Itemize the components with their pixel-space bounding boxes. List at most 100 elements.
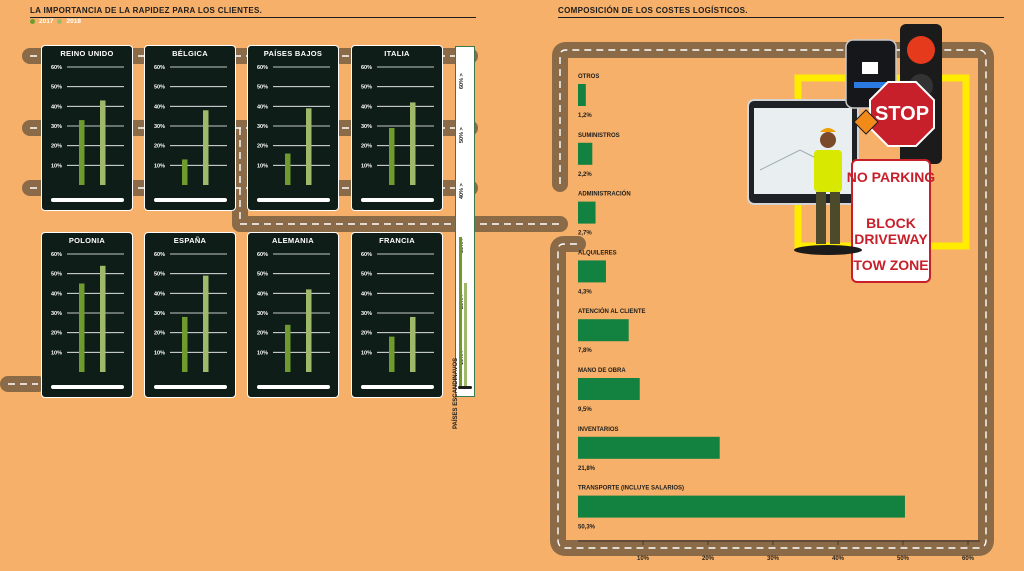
cost-bar <box>578 260 606 283</box>
cost-value-label: 9,5% <box>578 407 592 413</box>
cost-bar <box>578 319 629 342</box>
cost-value-label: 50,3% <box>578 525 596 531</box>
panel-base <box>361 385 434 389</box>
y-tick-label: 60% <box>51 252 62 258</box>
bar-2017 <box>389 127 395 185</box>
svg-text:NO PARKING: NO PARKING <box>847 169 936 185</box>
cost-value-label: 2,7% <box>578 231 592 237</box>
y-tick-label: 30% <box>51 311 62 317</box>
legend-label-2018: 2018 <box>66 18 81 25</box>
y-tick-label: 50% <box>51 272 62 278</box>
panel-base <box>154 198 227 202</box>
y-tick-label: 40% <box>361 291 372 297</box>
y-tick-label: 10% <box>257 163 268 169</box>
y-tick-label: 20% <box>51 144 62 150</box>
speed-legend: 2017 2018 <box>30 18 81 25</box>
y-tick-label: 20% <box>361 331 372 337</box>
x-tick-label: 20% <box>702 556 715 562</box>
cost-value-label: 4,3% <box>578 289 592 295</box>
sidebar-bar-2017 <box>459 237 462 387</box>
bar-2018 <box>100 265 106 372</box>
cost-value-label: 2,2% <box>578 172 592 178</box>
y-tick-label: 50% <box>257 85 268 91</box>
y-tick-label: 40% <box>51 291 62 297</box>
bar-2017 <box>182 159 188 185</box>
y-tick-label: 50% <box>257 272 268 278</box>
costs-title: COMPOSICIÓN DE LOS COSTES LOGÍSTICOS. <box>558 6 748 15</box>
y-tick-label: 30% <box>154 124 165 130</box>
y-tick-label: 20% <box>154 331 165 337</box>
cost-bar <box>578 201 596 224</box>
country-name: FRANCIA <box>379 236 415 245</box>
legend-dot-2018 <box>57 19 63 24</box>
traffic-illustration: STOP NO PARKING BLOCK DRIVEWAY TOW ZONE <box>747 24 970 283</box>
svg-text:BLOCK: BLOCK <box>866 215 916 231</box>
country-bar-chart: 60% 50% 40% 30% 20% 10% <box>51 252 124 389</box>
country-card: FRANCIA 60% 50% 40% 30% 20% 10% <box>351 232 443 398</box>
country-bar-chart: 60% 50% 40% 30% 20% 10% <box>361 65 434 202</box>
scandinavia-sidebar: 60% > 50% > 40% > 30% > 20% > 10% > PAÍS… <box>453 46 475 429</box>
y-tick-label: 30% <box>257 311 268 317</box>
y-tick-label: 50% <box>361 272 372 278</box>
y-tick-label: 40% <box>257 291 268 297</box>
bar-2018 <box>100 100 106 185</box>
bar-2017 <box>182 316 188 372</box>
y-tick-label: 30% <box>51 124 62 130</box>
y-tick-label: 20% <box>257 144 268 150</box>
y-tick-label: 20% <box>154 144 165 150</box>
worker-figure <box>794 128 862 255</box>
cost-category-label: MANO DE OBRA <box>578 368 626 374</box>
sidebar-base <box>458 386 472 389</box>
cost-value-label: 1,2% <box>578 113 592 119</box>
cost-value-label: 7,8% <box>578 348 592 354</box>
sidebar-bar-2018 <box>464 283 467 387</box>
cost-category-label: ADMINISTRACIÓN <box>578 190 631 198</box>
y-tick-label: 10% <box>51 350 62 356</box>
bar-2018 <box>410 102 416 185</box>
panel-base <box>154 385 227 389</box>
country-card: POLONIA 60% 50% 40% 30% 20% 10% <box>41 232 133 398</box>
country-card: ALEMANIA 60% 50% 40% 30% 20% 10% <box>247 232 339 398</box>
y-tick-label: 50% <box>51 85 62 91</box>
cost-category-label: SUMINISTROS <box>578 133 620 139</box>
y-tick-label: 40% <box>154 291 165 297</box>
y-tick-label: 50% <box>154 85 165 91</box>
country-name: PAÍSES BAJOS <box>263 49 323 58</box>
y-tick-label: 60% <box>257 252 268 258</box>
svg-text:TOW ZONE: TOW ZONE <box>853 257 928 273</box>
costs-title-rule <box>558 17 1004 18</box>
y-tick-label: 40% <box>154 104 165 110</box>
panel-base <box>361 198 434 202</box>
y-tick-label: 40% <box>257 104 268 110</box>
y-tick-label: 10% <box>154 350 165 356</box>
y-tick-label: 20% <box>257 331 268 337</box>
country-name: ITALIA <box>384 49 410 58</box>
y-tick-label: 10% <box>154 163 165 169</box>
y-tick-label: 30% <box>154 311 165 317</box>
country-bar-chart: 60% 50% 40% 30% 20% 10% <box>361 252 434 389</box>
speed-title: LA IMPORTANCIA DE LA RAPIDEZ PARA LOS CL… <box>30 6 263 15</box>
y-tick-label: 30% <box>361 124 372 130</box>
country-bar-chart: 60% 50% 40% 30% 20% 10% <box>257 65 330 202</box>
y-tick-label: 60% <box>361 65 372 71</box>
y-tick-label: 10% <box>257 350 268 356</box>
country-card: ESPAÑA 60% 50% 40% 30% 20% 10% <box>144 232 236 398</box>
speed-title-rule <box>30 17 476 18</box>
country-bar-chart: 60% 50% 40% 30% 20% 10% <box>51 65 124 202</box>
cost-category-label: TRANSPORTE (INCLUYE SALARIOS) <box>578 486 684 492</box>
x-tick-label: 50% <box>897 556 910 562</box>
y-tick-label: 40% <box>361 104 372 110</box>
y-tick-label: 10% <box>361 163 372 169</box>
country-card: PAÍSES BAJOS 60% 50% 40% 30% 20% 10% <box>247 45 339 211</box>
svg-text:DRIVEWAY: DRIVEWAY <box>854 231 928 247</box>
y-tick-label: 60% <box>154 252 165 258</box>
country-card: BÉLGICA 60% 50% 40% 30% 20% 10% <box>144 45 236 211</box>
country-card: REINO UNIDO 60% 50% 40% 30% 20% 10% <box>41 45 133 211</box>
country-name: ALEMANIA <box>272 236 314 245</box>
y-tick-label: 40% <box>51 104 62 110</box>
cost-bar <box>578 495 905 518</box>
cost-category-label: OTROS <box>578 74 599 80</box>
bar-2017 <box>79 283 85 372</box>
y-tick-label: 20% <box>51 331 62 337</box>
bar-2018 <box>306 289 312 372</box>
